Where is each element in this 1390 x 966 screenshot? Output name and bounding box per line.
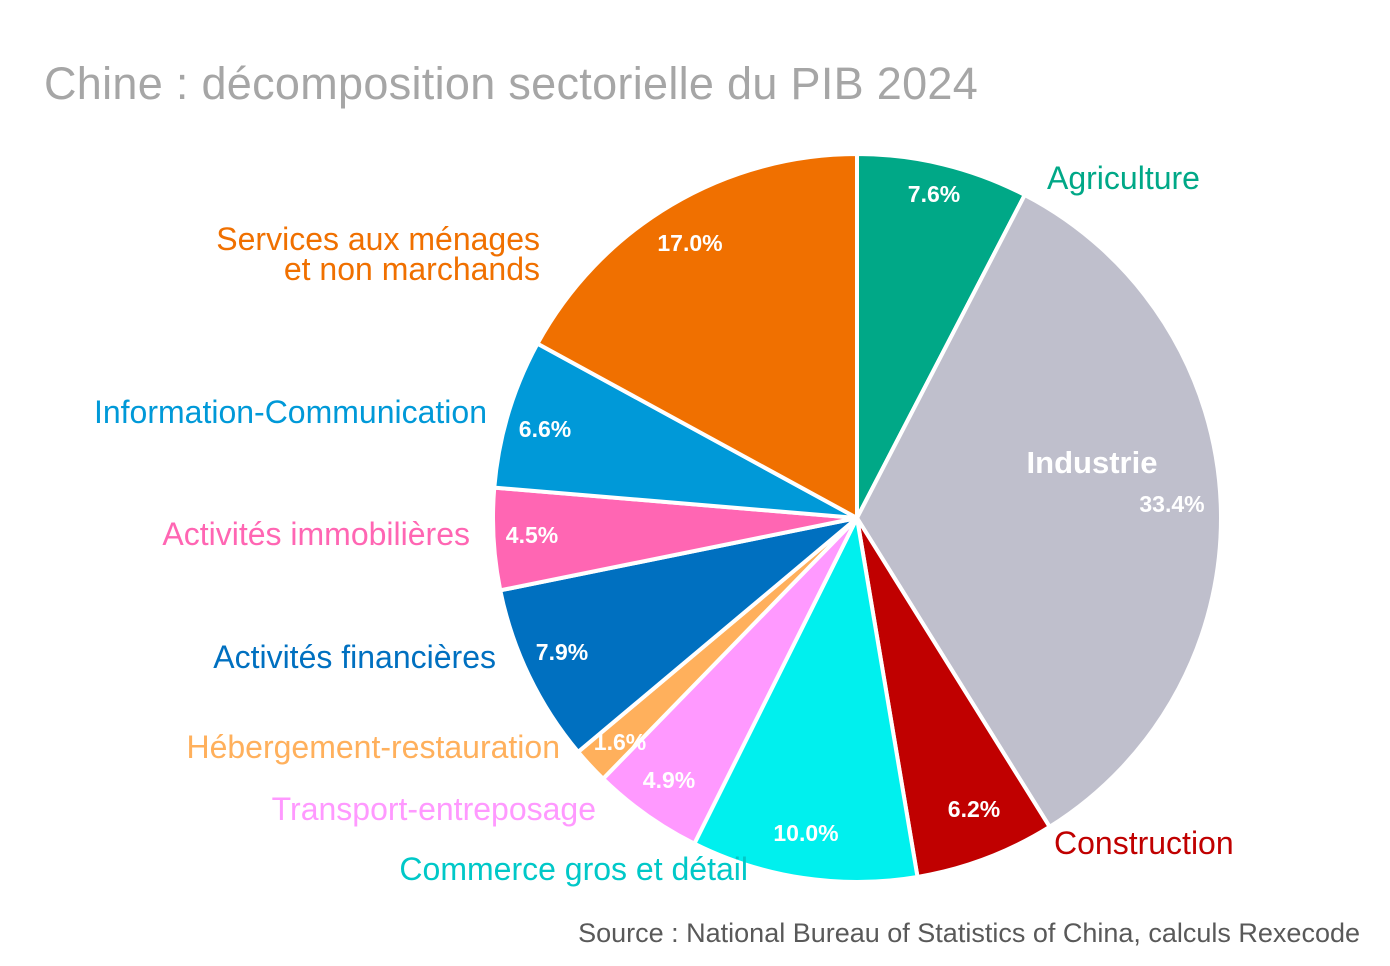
pie-value-labels: 7.6% 33.4% 6.2% 10.0% 4.9% 1.6% 7.9% 4.5% 6.6% 17… — [506, 181, 1205, 846]
pie-slices — [491, 152, 1223, 885]
category-label-construction: Construction — [1054, 825, 1234, 861]
value-label-agriculture: 7.6% — [908, 181, 960, 207]
value-label-activites-immobilieres: 4.5% — [506, 522, 558, 548]
slice-information-communication — [492, 341, 859, 520]
slice-services-aux-menages-et-non-marchands — [535, 152, 859, 520]
category-label-transport-entreposage: Transport-entreposage — [272, 791, 596, 827]
category-label-commerce-gros-et-detail: Commerce gros et détail — [399, 851, 748, 887]
category-label-information-communication: Information-Communication — [94, 394, 487, 430]
value-label-industrie: 33.4% — [1139, 491, 1204, 517]
pie-category-labels: Agriculture Industrie Construction Commerce… — [94, 160, 1234, 887]
slice-agriculture — [855, 152, 1027, 520]
category-label-services-aux-menages-et-non-marchands: Services aux ménages et non marchands — [216, 221, 540, 287]
value-label-commerce-gros-et-detail: 10.0% — [773, 820, 838, 846]
slice-industrie — [855, 192, 1223, 829]
category-label-activites-financieres: Activités financières — [213, 639, 496, 675]
chart-title: Chine : décomposition sectorielle du PIB… — [44, 58, 979, 109]
value-label-transport-entreposage: 4.9% — [643, 767, 695, 793]
slice-activites-financieres — [498, 516, 859, 754]
value-label-hebergement-restauration: 1.6% — [594, 729, 646, 755]
category-label-industrie: Industrie — [1027, 445, 1158, 480]
value-label-construction: 6.2% — [948, 796, 1000, 822]
slice-commerce-gros-et-detail — [692, 516, 920, 885]
category-label-agriculture: Agriculture — [1047, 160, 1200, 196]
slice-construction — [855, 516, 1052, 879]
category-label-activites-immobilieres: Activités immobilières — [162, 516, 470, 552]
category-label-hebergement-restauration: Hébergement-restauration — [186, 729, 560, 765]
chart-source: Source : National Bureau of Statistics o… — [578, 918, 1360, 948]
value-label-information-communication: 6.6% — [519, 416, 571, 442]
value-label-services-aux-menages-et-non-marchands: 17.0% — [657, 230, 722, 256]
value-label-activites-financieres: 7.9% — [536, 639, 588, 665]
